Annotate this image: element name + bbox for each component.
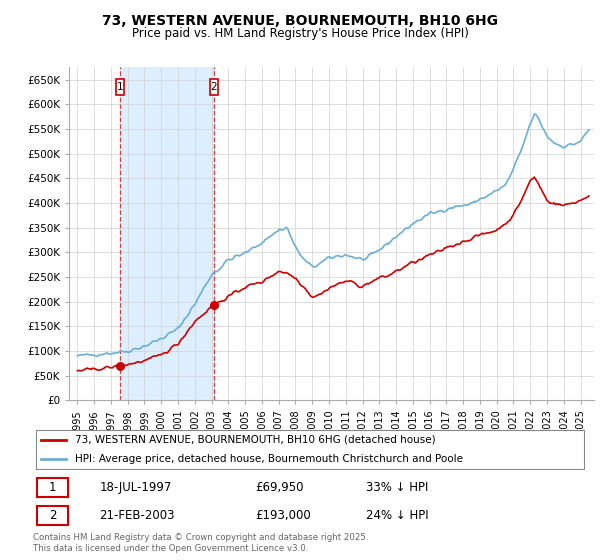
Text: 18-JUL-1997: 18-JUL-1997 bbox=[100, 481, 172, 494]
Text: Price paid vs. HM Land Registry's House Price Index (HPI): Price paid vs. HM Land Registry's House … bbox=[131, 27, 469, 40]
Text: 1: 1 bbox=[116, 82, 124, 91]
Text: 2: 2 bbox=[49, 509, 56, 522]
Bar bbox=[37, 506, 68, 525]
Text: 33% ↓ HPI: 33% ↓ HPI bbox=[366, 481, 428, 494]
Text: 24% ↓ HPI: 24% ↓ HPI bbox=[366, 509, 428, 522]
Text: HPI: Average price, detached house, Bournemouth Christchurch and Poole: HPI: Average price, detached house, Bour… bbox=[74, 454, 463, 464]
Text: 73, WESTERN AVENUE, BOURNEMOUTH, BH10 6HG (detached house): 73, WESTERN AVENUE, BOURNEMOUTH, BH10 6H… bbox=[74, 435, 435, 445]
Text: 1: 1 bbox=[49, 481, 56, 494]
Text: Contains HM Land Registry data © Crown copyright and database right 2025.
This d: Contains HM Land Registry data © Crown c… bbox=[33, 533, 368, 553]
Text: £193,000: £193,000 bbox=[255, 509, 311, 522]
Bar bbox=[210, 78, 218, 95]
Text: 21-FEB-2003: 21-FEB-2003 bbox=[100, 509, 175, 522]
Text: £69,950: £69,950 bbox=[255, 481, 304, 494]
Bar bbox=[120, 67, 214, 400]
Bar bbox=[37, 478, 68, 497]
Bar bbox=[116, 78, 124, 95]
Text: 2: 2 bbox=[211, 82, 217, 91]
Text: 73, WESTERN AVENUE, BOURNEMOUTH, BH10 6HG: 73, WESTERN AVENUE, BOURNEMOUTH, BH10 6H… bbox=[102, 14, 498, 28]
